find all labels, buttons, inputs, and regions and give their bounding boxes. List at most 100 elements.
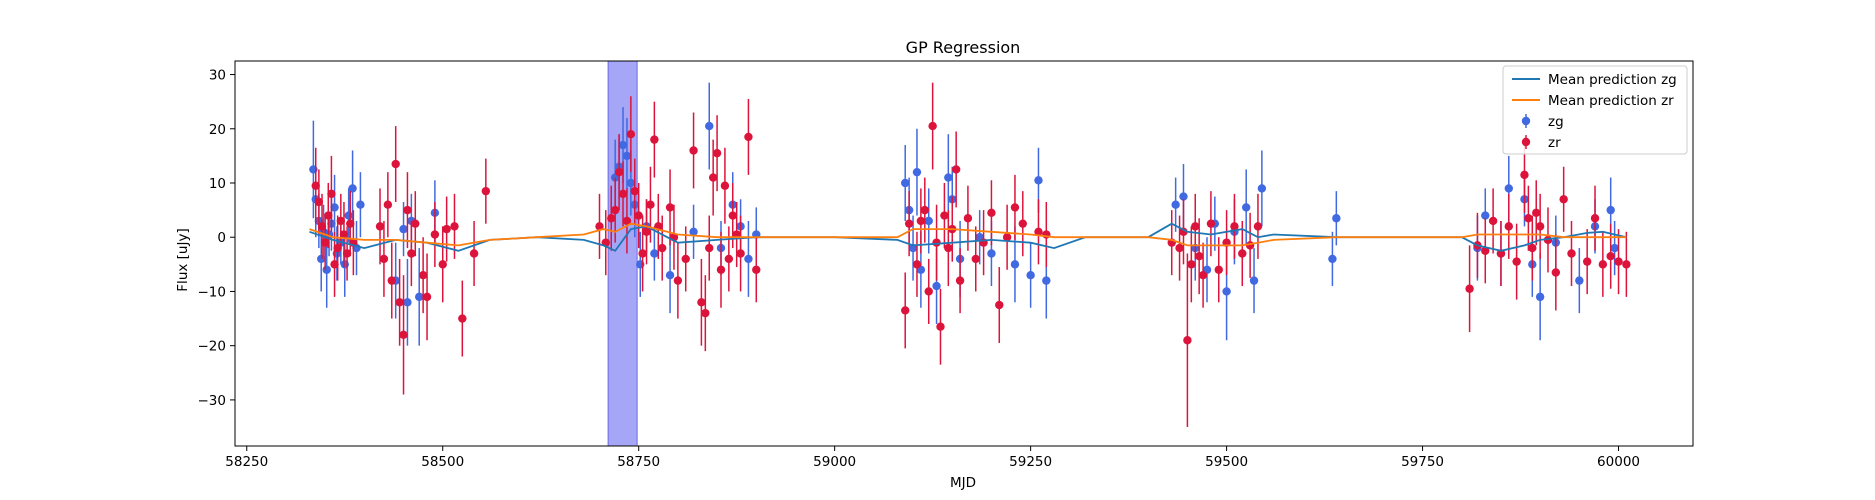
data-point bbox=[1034, 227, 1043, 237]
data-point bbox=[411, 219, 420, 228]
legend-item: zg bbox=[1521, 114, 1564, 130]
data-point bbox=[638, 249, 647, 258]
data-point bbox=[705, 243, 714, 253]
data-point bbox=[618, 140, 628, 150]
data-point bbox=[407, 249, 416, 258]
x-tick-label: 59500 bbox=[1205, 454, 1248, 470]
data-point bbox=[618, 189, 628, 199]
data-point bbox=[311, 181, 320, 190]
data-point bbox=[622, 151, 632, 161]
data-point bbox=[344, 211, 353, 220]
data-point bbox=[422, 292, 432, 302]
data-point bbox=[1520, 170, 1529, 180]
data-point bbox=[658, 243, 667, 253]
y-tick-label: 30 bbox=[209, 68, 226, 84]
data-point bbox=[1179, 227, 1188, 237]
data-point bbox=[348, 184, 357, 193]
y-axis-label: Flux [uJy] bbox=[175, 228, 191, 291]
data-point bbox=[622, 216, 632, 226]
data-point bbox=[1191, 222, 1200, 231]
data-point bbox=[314, 197, 324, 207]
data-point bbox=[940, 211, 949, 220]
data-point bbox=[1598, 260, 1608, 269]
data-point bbox=[469, 249, 479, 258]
legend-label: Mean prediction zg bbox=[1548, 72, 1677, 88]
data-point bbox=[1198, 270, 1208, 280]
data-point bbox=[744, 132, 753, 142]
data-point bbox=[1622, 260, 1631, 269]
data-point bbox=[322, 265, 331, 274]
data-point bbox=[752, 265, 761, 274]
data-point bbox=[1332, 214, 1341, 223]
data-point bbox=[944, 173, 953, 182]
data-point bbox=[1488, 216, 1498, 226]
data-point bbox=[339, 230, 349, 239]
data-point bbox=[1614, 257, 1623, 266]
data-point bbox=[1214, 265, 1223, 274]
data-point bbox=[403, 205, 412, 215]
data-point bbox=[901, 306, 910, 315]
data-point bbox=[1528, 243, 1537, 253]
data-point bbox=[399, 224, 408, 234]
x-tick-label: 59000 bbox=[813, 454, 856, 470]
x-axis-label: MJD bbox=[950, 475, 976, 491]
data-point bbox=[1010, 260, 1020, 269]
data-point bbox=[1230, 222, 1239, 231]
series-zr bbox=[311, 82, 1631, 428]
legend: Mean prediction zg Mean prediction zr zg zr bbox=[1502, 65, 1688, 155]
data-point bbox=[987, 208, 996, 218]
data-point bbox=[920, 205, 930, 215]
y-tick-label: 0 bbox=[217, 230, 226, 246]
x-tick-label: 60000 bbox=[1597, 454, 1640, 470]
data-point bbox=[595, 222, 604, 231]
data-point bbox=[1241, 203, 1251, 212]
data-point bbox=[630, 186, 639, 196]
data-point bbox=[697, 298, 706, 307]
data-point bbox=[932, 281, 941, 291]
data-point bbox=[646, 200, 655, 209]
data-point bbox=[1606, 205, 1615, 215]
data-point bbox=[1567, 249, 1576, 258]
data-point bbox=[1222, 287, 1231, 296]
data-point bbox=[971, 254, 980, 264]
data-point bbox=[387, 276, 396, 285]
data-point bbox=[720, 181, 730, 190]
data-point bbox=[1010, 203, 1020, 212]
legend-marker-swatch bbox=[1521, 137, 1531, 147]
data-point bbox=[1606, 252, 1615, 261]
data-point bbox=[1018, 219, 1027, 228]
legend-label: zg bbox=[1548, 114, 1564, 130]
data-point bbox=[430, 230, 440, 239]
data-point bbox=[450, 222, 459, 231]
data-point bbox=[481, 186, 491, 196]
data-point bbox=[1034, 176, 1043, 185]
data-point bbox=[336, 216, 346, 226]
data-point bbox=[383, 200, 393, 209]
series-zg bbox=[309, 82, 1619, 346]
data-point bbox=[1610, 243, 1619, 253]
data-point bbox=[650, 135, 659, 144]
data-point bbox=[1183, 336, 1192, 345]
data-point bbox=[1575, 276, 1584, 285]
data-point bbox=[379, 254, 389, 264]
data-point bbox=[438, 260, 447, 269]
data-point bbox=[951, 165, 961, 174]
y-tick-label: 20 bbox=[209, 122, 226, 138]
legend-label: Mean prediction zr bbox=[1548, 93, 1674, 109]
data-point bbox=[1328, 254, 1337, 264]
data-point bbox=[330, 260, 339, 269]
data-point bbox=[736, 249, 745, 258]
data-point bbox=[1496, 249, 1506, 258]
chart-title: GP Regression bbox=[906, 38, 1021, 57]
data-point bbox=[330, 203, 339, 212]
data-point bbox=[391, 159, 400, 169]
data-point bbox=[1187, 260, 1196, 269]
legend-box bbox=[1502, 65, 1688, 155]
data-point bbox=[1504, 222, 1513, 231]
data-point bbox=[724, 254, 734, 264]
data-point bbox=[1535, 222, 1545, 231]
x-tick-label: 58750 bbox=[617, 454, 660, 470]
data-point bbox=[1238, 249, 1247, 258]
x-tick-label: 58250 bbox=[225, 454, 268, 470]
